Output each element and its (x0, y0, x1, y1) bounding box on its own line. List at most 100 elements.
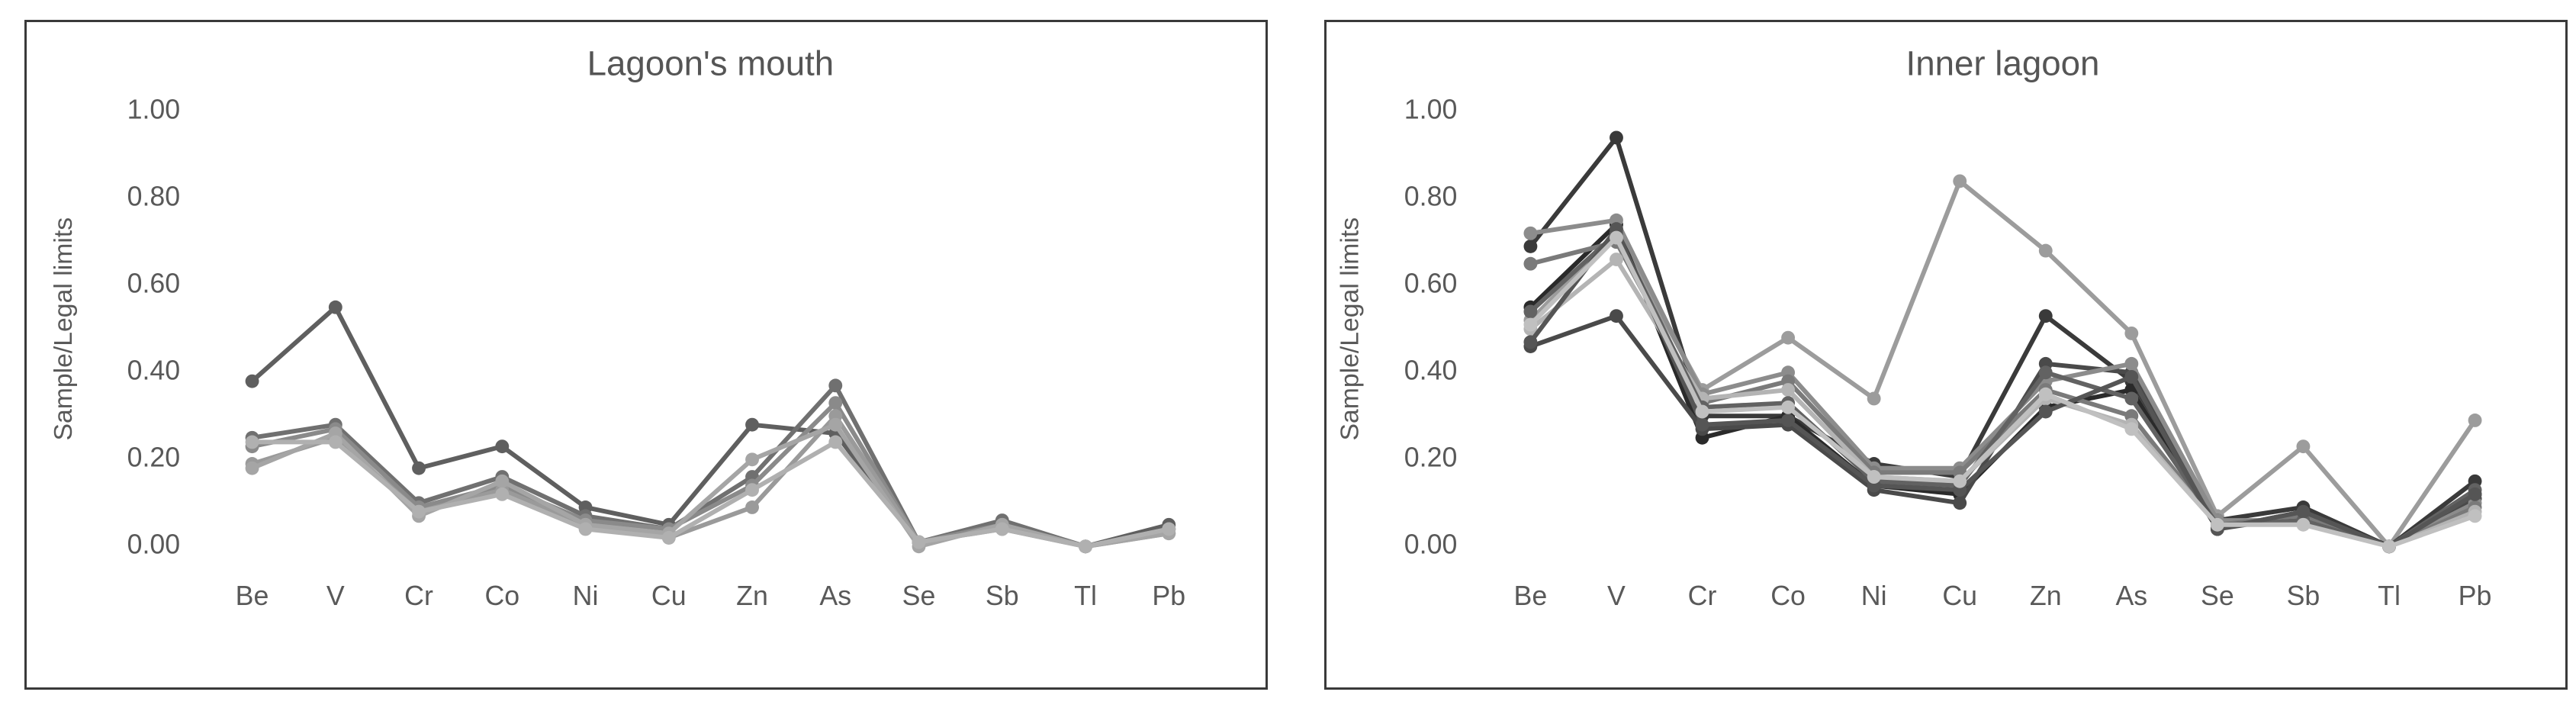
series-line (249, 383, 1172, 549)
x-tick-label: V (1607, 581, 1626, 611)
series-line (1528, 217, 2478, 549)
x-tick-label: V (326, 581, 345, 611)
chart-lagoons-mouth: Lagoon's mouth Sample/Legal limits 0.00 0.2… (49, 44, 1185, 612)
data-point (495, 474, 510, 488)
chart-title: Inner lagoon (1906, 44, 2100, 83)
y-tick-label: 1.00 (1404, 95, 1458, 125)
data-point (745, 452, 759, 467)
data-point (2124, 422, 2139, 436)
x-tick-label: Cr (404, 581, 433, 611)
x-tick-label: Co (1770, 581, 1806, 611)
x-tick-label: Zn (736, 581, 768, 611)
x-tick-label: Sb (986, 581, 1019, 611)
data-point (1610, 253, 1623, 266)
data-point (1781, 383, 1796, 397)
data-point (828, 396, 843, 410)
data-point (2124, 391, 2139, 406)
series-5 (245, 435, 1176, 554)
data-point (1781, 400, 1796, 414)
data-point (2038, 387, 2053, 401)
y-tick-label: 0.20 (1404, 443, 1458, 473)
x-tick-label: Se (2201, 581, 2234, 611)
x-tick-label: Cu (1942, 581, 1977, 611)
data-point (2468, 509, 2482, 523)
series-line (1528, 257, 2478, 549)
x-tick-label: Sb (2287, 581, 2320, 611)
data-point (1079, 539, 1092, 554)
data-point (1953, 496, 1967, 510)
data-point (245, 461, 259, 475)
series-line (1528, 227, 2478, 549)
y-axis-label: Sample/Legal limits (1335, 217, 1364, 441)
data-point (1162, 522, 1176, 536)
data-point (2296, 504, 2311, 519)
data-point (1523, 335, 1538, 349)
series-8 (1523, 222, 2482, 554)
data-point (1781, 414, 1796, 427)
y-tick-label: 1.00 (127, 95, 181, 125)
data-point (328, 300, 343, 314)
data-point (828, 417, 843, 432)
data-point (245, 435, 259, 449)
data-point (2038, 243, 2053, 258)
data-point (2038, 365, 2053, 380)
data-point (1610, 130, 1623, 145)
data-point (912, 535, 926, 549)
data-point (661, 530, 676, 545)
series-7 (1523, 226, 2482, 554)
x-tick-label: Tl (2378, 581, 2401, 611)
chart-inner-lagoon: Inner lagoon Sample/Legal limits 0.00 0.20 0… (1335, 44, 2491, 612)
chart-panel-lagoons-mouth: Lagoon's mouth Sample/Legal limits 0.00 0.2… (24, 20, 1268, 690)
x-tick-label: Cr (1688, 581, 1717, 611)
data-point (2296, 439, 2311, 454)
x-tick-label: Tl (1074, 581, 1097, 611)
data-point (245, 374, 259, 388)
data-point (1695, 417, 1709, 432)
data-point (1610, 230, 1623, 245)
x-tick-label: Zn (2030, 581, 2062, 611)
y-tick-label: 0.40 (1404, 356, 1458, 386)
data-point (2038, 404, 2053, 419)
data-point (745, 483, 759, 497)
y-tick-label: 0.40 (127, 356, 181, 386)
x-tick-label: Be (236, 581, 269, 611)
y-tick-label: 0.60 (127, 269, 181, 299)
series-9 (1523, 230, 2482, 554)
x-tick-label: Co (484, 581, 519, 611)
y-tick-label: 0.60 (1404, 269, 1458, 299)
chart-panel-inner-lagoon: Inner lagoon Sample/Legal limits 0.00 0.20 0… (1324, 20, 2568, 690)
data-point (2124, 370, 2139, 384)
data-point (495, 439, 510, 454)
data-point (2468, 414, 2482, 427)
series-line (1528, 222, 2478, 549)
data-point (2038, 309, 2053, 323)
data-point (1523, 256, 1538, 271)
data-point (328, 435, 343, 449)
data-point (1523, 317, 1538, 332)
data-point (2124, 326, 2139, 340)
data-point (2210, 517, 2224, 532)
data-point (1523, 304, 1538, 319)
data-point (1953, 174, 1967, 188)
data-point (2296, 517, 2311, 532)
data-point (745, 500, 759, 514)
series-0 (1523, 174, 2482, 554)
data-point (745, 417, 759, 432)
data-point (412, 504, 426, 519)
x-tick-label: Ni (573, 581, 599, 611)
chart-title: Lagoon's mouth (587, 44, 835, 83)
data-point (828, 435, 843, 449)
data-point (1610, 309, 1623, 323)
data-point (828, 378, 843, 393)
x-tick-label: Pb (1152, 581, 1185, 611)
x-tick-label: As (2115, 581, 2147, 611)
data-point (995, 522, 1009, 536)
data-point (1781, 330, 1796, 345)
data-point (578, 522, 593, 536)
x-tick-label: As (819, 581, 851, 611)
data-point (2124, 356, 2139, 371)
data-point (1867, 470, 1881, 484)
data-point (1523, 226, 1538, 240)
data-point (1695, 404, 1709, 419)
data-point (1523, 239, 1538, 253)
